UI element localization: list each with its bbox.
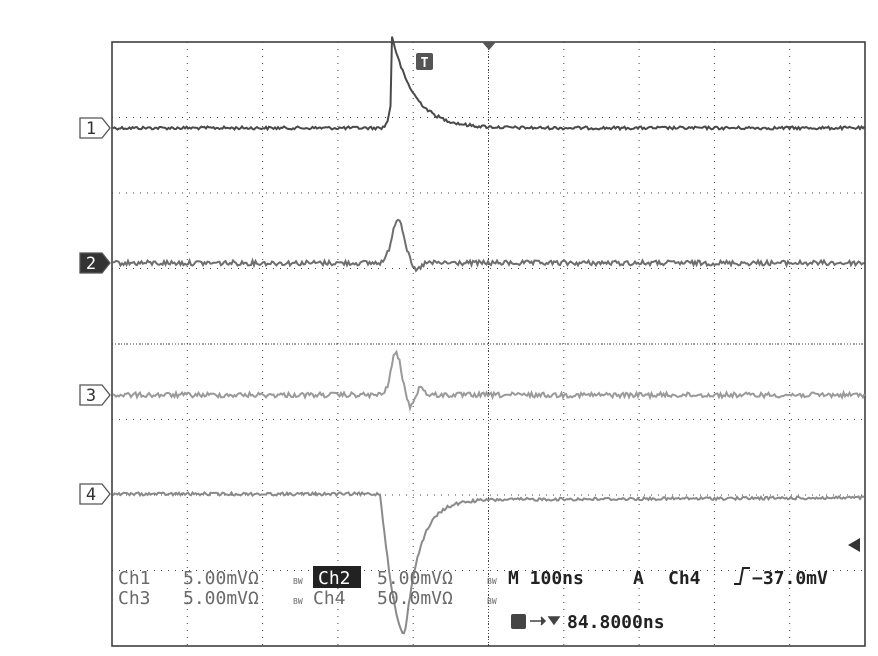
ch2-highlight [313,566,361,588]
ch2-label: Ch2 [318,568,351,589]
delay-arrow-icon [530,616,561,626]
ch1-scale: 5.00mVΩ [183,568,259,589]
channel-marker: 3 [86,386,96,406]
ch4-scale: 50.0mVΩ [377,588,453,609]
trigger-source: Ch4 [668,568,701,589]
channel-marker-box [79,483,111,505]
channel-marker-box [79,117,111,139]
waveform-trace [112,349,866,412]
trigger-marker: T [421,56,429,71]
bw-flag: BW [487,577,497,586]
channel-marker-box [79,252,111,274]
trigger-level: −37.0mV [752,568,828,589]
channel-markers: 1 2 3 4 [79,117,111,505]
bw-flag: BW [487,597,497,606]
channel-marker: 4 [86,485,96,505]
channel-marker: 1 [86,119,96,139]
channel-marker: 2 [86,254,96,274]
trigger-marker-box [416,53,433,70]
ch1-label: Ch1 [118,568,151,589]
rising-edge-icon [734,567,750,585]
trigger-delay: 84.8000ns [567,612,665,633]
waveform-trace [112,36,866,132]
acquire-mode: A [633,568,644,589]
timebase: M 100ns [508,568,584,589]
bw-flag: BW [293,597,303,606]
trigger-icon [511,614,526,629]
status-readout: Ch1 5.00mVΩ BW Ch2 5.00mVΩ BW M 100ns A … [118,566,828,633]
waveforms [112,36,866,635]
ch4-label: Ch4 [313,588,346,609]
waveform-trace [112,218,865,273]
channel-marker-box [79,384,111,406]
ch3-label: Ch3 [118,588,151,609]
graticule [112,42,865,646]
bw-flag: BW [293,577,303,586]
ch2-scale: 5.00mVΩ [377,568,453,589]
trigger-position-marker [482,42,496,50]
waveform-trace [112,490,865,635]
ch3-scale: 5.00mVΩ [183,588,259,609]
trigger-level-marker [848,538,860,552]
